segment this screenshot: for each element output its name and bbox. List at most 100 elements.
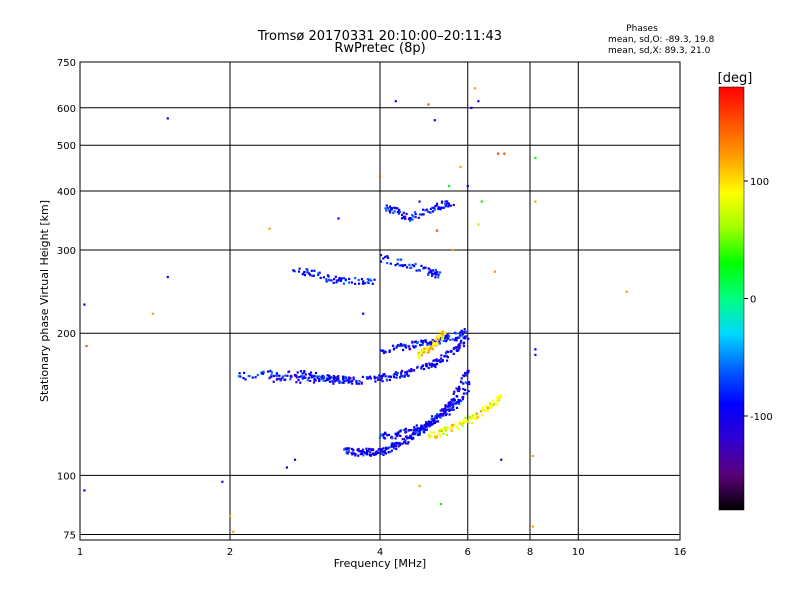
echo-point <box>298 267 301 270</box>
echo-point <box>309 371 313 374</box>
echo-point <box>306 268 309 271</box>
echo-point <box>368 447 371 450</box>
echo-point <box>444 426 447 429</box>
echo-point <box>417 352 420 355</box>
echo-point <box>433 207 436 210</box>
echo-point <box>424 340 427 343</box>
echo-point <box>344 447 347 450</box>
echo-point <box>404 346 408 349</box>
echo-point <box>456 406 459 409</box>
plot-area <box>79 61 681 541</box>
echo-point <box>427 210 430 213</box>
echo-point <box>390 207 393 210</box>
echo-point <box>347 449 350 453</box>
echo-point <box>435 204 439 207</box>
echo-point <box>444 427 447 430</box>
echo-point <box>419 426 423 429</box>
echo-point <box>412 215 415 218</box>
echo-point <box>439 338 442 341</box>
echo-point <box>395 442 398 445</box>
echo-point <box>458 335 461 338</box>
echo-point <box>471 422 474 425</box>
echo-point <box>431 423 434 426</box>
echo-point <box>381 380 384 383</box>
echo-point <box>360 452 363 455</box>
echo-point <box>337 379 340 383</box>
echo-point <box>394 264 397 267</box>
echo-point <box>318 379 321 383</box>
echo-point <box>347 376 351 379</box>
echo-point <box>442 206 445 209</box>
echo-point <box>434 343 437 346</box>
echo-point <box>357 382 361 385</box>
echo-point <box>365 449 369 452</box>
y-tick-label: 750 <box>57 58 76 69</box>
echo-point <box>395 447 398 451</box>
echo-point <box>444 203 447 206</box>
echo-point <box>418 213 421 216</box>
echo-point <box>317 273 320 276</box>
echo-point <box>243 371 246 374</box>
echo-point <box>402 215 405 218</box>
echo-point <box>406 437 409 440</box>
echo-point <box>303 371 306 374</box>
echo-point <box>412 431 415 434</box>
echo-point <box>458 402 461 405</box>
echo-point <box>410 438 413 441</box>
echo-point <box>383 451 386 454</box>
echo-point <box>473 87 476 90</box>
echo-point <box>444 334 447 337</box>
echo-point <box>394 445 397 448</box>
echo-point <box>256 373 259 377</box>
echo-point <box>463 328 466 331</box>
echo-point <box>439 271 442 274</box>
echo-point <box>430 417 433 420</box>
echo-point <box>449 204 452 207</box>
echo-point <box>404 427 407 430</box>
echo-point <box>382 349 385 352</box>
echo-point <box>451 400 455 403</box>
echo-point <box>248 374 251 378</box>
echo-point <box>443 411 446 414</box>
echo-point <box>394 437 397 440</box>
echo-point <box>399 430 402 433</box>
echo-point <box>440 428 443 431</box>
echo-point <box>438 330 442 334</box>
x-tick-label: 4 <box>377 547 383 558</box>
echo-point <box>444 331 447 334</box>
echo-point <box>429 207 432 210</box>
echo-point <box>284 374 287 377</box>
echo-point <box>418 433 421 436</box>
echo-point <box>238 372 241 375</box>
echo-point <box>362 454 365 457</box>
echo-point <box>452 392 455 395</box>
echo-point <box>487 409 490 412</box>
echo-point <box>341 277 344 280</box>
echo-point <box>311 274 314 277</box>
echo-point <box>304 373 307 376</box>
echo-point <box>395 376 398 379</box>
echo-point <box>420 340 423 343</box>
echo-point <box>388 205 392 208</box>
echo-point <box>452 347 455 350</box>
echo-point <box>326 377 329 380</box>
echo-point <box>425 362 428 366</box>
echo-point <box>357 454 360 457</box>
data-points <box>83 87 628 533</box>
echo-point <box>484 409 487 412</box>
echo-point <box>460 339 463 342</box>
echo-point <box>449 427 452 430</box>
echo-point <box>328 374 331 377</box>
echo-point <box>490 406 493 409</box>
echo-point <box>384 452 388 455</box>
echo-point <box>338 277 341 280</box>
echo-point <box>466 330 469 333</box>
echo-point <box>441 359 444 362</box>
echo-point <box>433 208 436 211</box>
echo-point <box>411 341 414 344</box>
echo-point <box>390 208 393 211</box>
echo-point <box>431 274 434 277</box>
echo-point <box>396 258 399 261</box>
echo-point <box>497 399 501 402</box>
echo-point <box>414 216 417 219</box>
